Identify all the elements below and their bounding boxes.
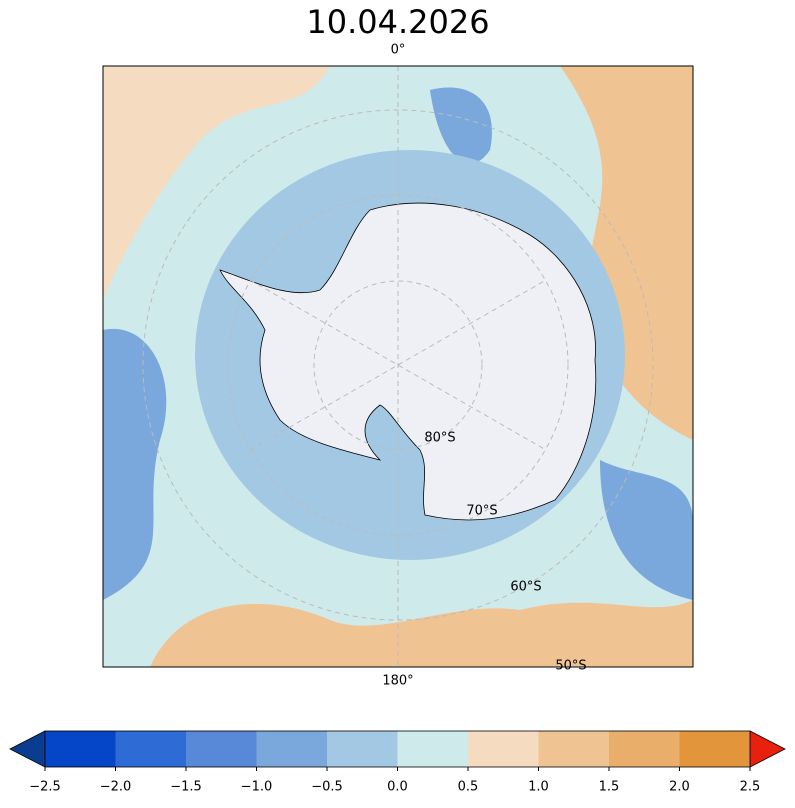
colorbar-segment: [45, 731, 116, 767]
colorbar-segment: [679, 731, 750, 767]
warm-patch: [150, 600, 693, 667]
colorbar-tick-label: 1.5: [599, 780, 620, 795]
colorbar-tick-label: 0.0: [387, 780, 408, 795]
colorbar-under: [9, 730, 46, 768]
colorbar-over: [749, 730, 786, 768]
colorbar-segment: [115, 731, 186, 767]
cool-patch: [103, 328, 167, 600]
colorbar: −2.5 −2.0 −1.5 −1.0 −0.5 0.0 0.5 1.0 1.5 2.0 2.5: [9, 730, 786, 795]
colorbar-tick-label: 2.0: [669, 780, 690, 795]
colorbar-segment: [468, 731, 539, 767]
lon-label: 180°: [382, 674, 413, 689]
colorbar-tick-label: −0.5: [311, 780, 343, 795]
lat-label: 80°S: [424, 431, 455, 446]
colorbar-segment: [256, 731, 327, 767]
colorbar-segment: [186, 731, 257, 767]
lat-label: 70°S: [466, 504, 497, 519]
lat-label: 60°S: [510, 580, 541, 595]
cool-patch: [430, 87, 492, 164]
graticule: [142, 66, 654, 667]
colorbar-tick-label: 2.5: [740, 780, 761, 795]
colorbar-segment: [397, 731, 468, 767]
colorbar-segment: [327, 731, 398, 767]
colorbar-tick-label: 1.0: [528, 780, 549, 795]
colorbar-segment: [609, 731, 680, 767]
title: 10.04.2026: [306, 3, 489, 41]
lon-label: 0°: [391, 43, 406, 58]
colorbar-segment: [538, 731, 609, 767]
colorbar-tick-label: 0.5: [458, 780, 479, 795]
colorbar-tick-label: −2.5: [29, 780, 61, 795]
colorbar-tick-label: −1.0: [241, 780, 273, 795]
lat-label: 50°S: [555, 659, 586, 674]
map-frame: [102, 65, 694, 668]
colorbar-tick-label: −2.0: [100, 780, 132, 795]
map: 0° 180° 80°S 70°S 60°S 50°S: [102, 43, 694, 689]
warm-patch: [103, 66, 330, 300]
warm-patch: [560, 66, 693, 440]
antarctica: [219, 202, 597, 521]
cool-patch: [600, 460, 693, 600]
colorbar-tick-label: −1.5: [170, 780, 202, 795]
